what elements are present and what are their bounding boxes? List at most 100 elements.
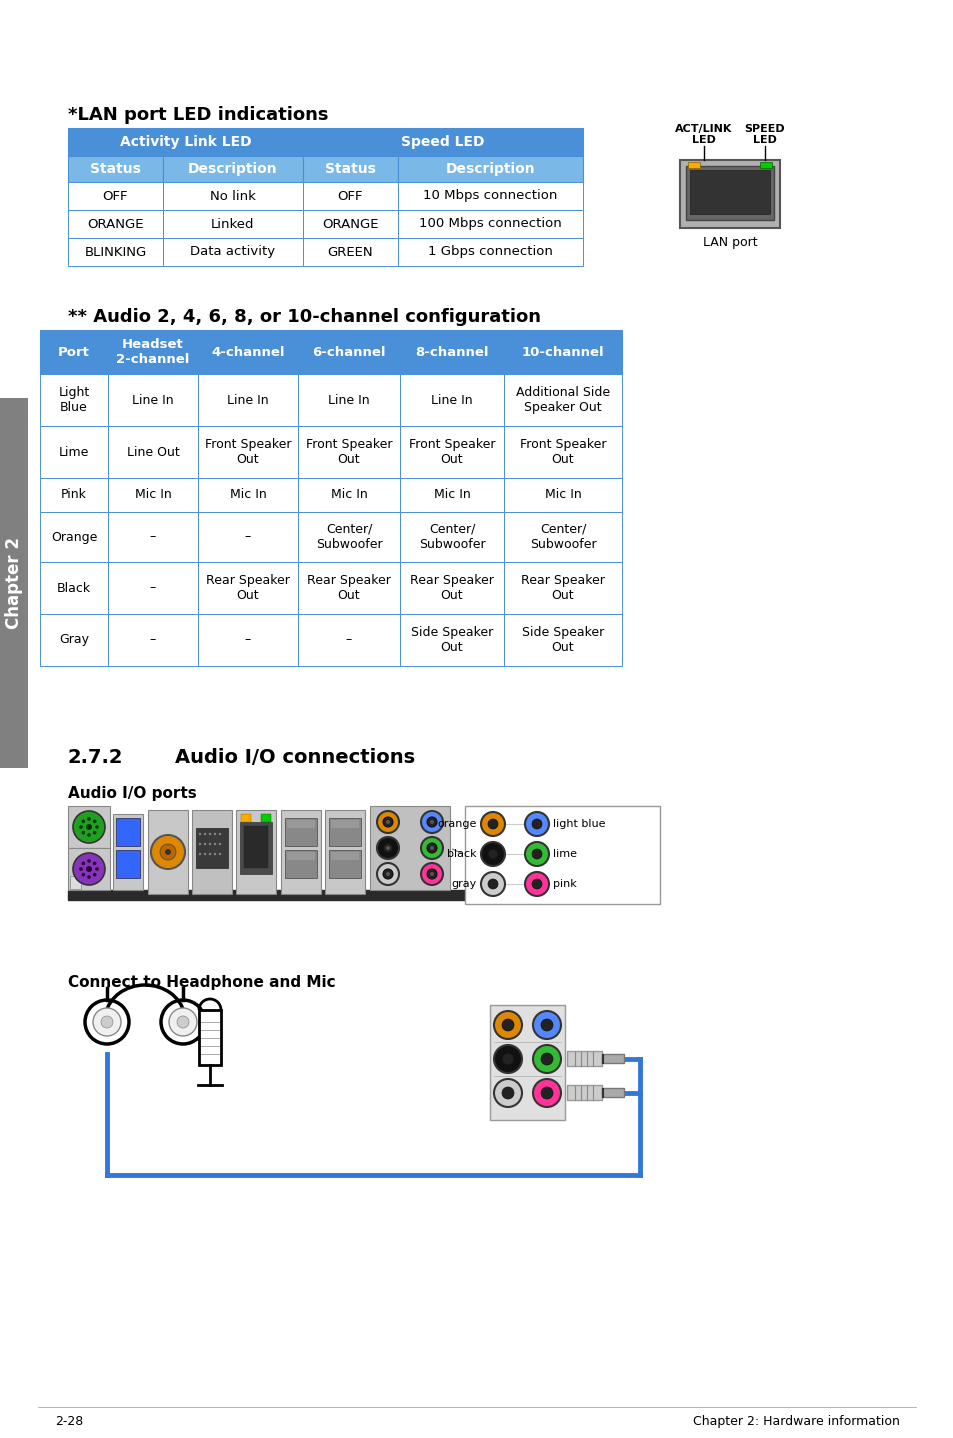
Circle shape: [213, 833, 216, 835]
Bar: [287, 820, 314, 828]
Circle shape: [86, 824, 91, 830]
Bar: [397, 155, 582, 183]
Text: Audio I/O connections: Audio I/O connections: [174, 748, 415, 766]
Bar: [108, 329, 198, 374]
Circle shape: [151, 835, 185, 869]
Bar: [40, 614, 108, 666]
Circle shape: [501, 1020, 514, 1031]
Bar: [68, 128, 303, 155]
Bar: [399, 614, 503, 666]
Text: ORANGE: ORANGE: [322, 217, 378, 230]
Text: Black: Black: [57, 581, 91, 594]
Bar: [399, 426, 503, 477]
Bar: [198, 426, 297, 477]
Bar: [40, 562, 108, 614]
Text: LED: LED: [752, 135, 776, 145]
Text: ** Audio 2, 4, 6, 8, or 10-channel configuration: ** Audio 2, 4, 6, 8, or 10-channel confi…: [68, 308, 540, 326]
Text: Data activity: Data activity: [191, 246, 275, 259]
Circle shape: [494, 1078, 521, 1107]
Text: Rear Speaker
Out: Rear Speaker Out: [410, 574, 494, 603]
Bar: [241, 814, 251, 823]
Bar: [297, 477, 399, 512]
Text: Headset
2-channel: Headset 2-channel: [116, 338, 190, 367]
Bar: [112, 814, 143, 890]
Bar: [503, 477, 621, 512]
Bar: [68, 210, 163, 239]
Circle shape: [87, 876, 91, 879]
Bar: [108, 512, 198, 562]
Circle shape: [480, 871, 504, 896]
Bar: [116, 818, 140, 846]
Circle shape: [540, 1087, 553, 1099]
Circle shape: [430, 846, 434, 850]
Text: Audio I/O ports: Audio I/O ports: [68, 787, 196, 801]
Text: 6-channel: 6-channel: [312, 345, 385, 358]
Text: 100 Mbps connection: 100 Mbps connection: [418, 217, 561, 230]
Text: Chapter 2: Chapter 2: [5, 536, 23, 628]
Text: Speed LED: Speed LED: [401, 135, 484, 150]
Text: Center/
Subwoofer: Center/ Subwoofer: [529, 523, 596, 551]
Text: GREEN: GREEN: [327, 246, 373, 259]
Circle shape: [524, 871, 548, 896]
Circle shape: [81, 820, 85, 823]
Circle shape: [218, 833, 221, 835]
Text: black: black: [447, 848, 476, 858]
Circle shape: [533, 1045, 560, 1073]
Circle shape: [73, 853, 105, 884]
Bar: [503, 426, 621, 477]
Circle shape: [494, 1045, 521, 1073]
Bar: [399, 374, 503, 426]
Text: Line In: Line In: [431, 394, 473, 407]
Text: Side Speaker
Out: Side Speaker Out: [521, 626, 603, 654]
Bar: [503, 614, 621, 666]
Text: Linked: Linked: [211, 217, 254, 230]
Circle shape: [533, 1078, 560, 1107]
Bar: [399, 329, 503, 374]
Bar: [397, 239, 582, 266]
Bar: [601, 1054, 623, 1063]
Circle shape: [532, 848, 541, 858]
Text: –: –: [346, 634, 352, 647]
Text: Center/
Subwoofer: Center/ Subwoofer: [418, 523, 485, 551]
Circle shape: [494, 1011, 521, 1040]
Bar: [68, 155, 163, 183]
Bar: [503, 374, 621, 426]
Bar: [0, 398, 28, 768]
Text: Mic In: Mic In: [434, 489, 470, 502]
Circle shape: [532, 879, 541, 889]
Text: Chapter 2: Hardware information: Chapter 2: Hardware information: [693, 1415, 899, 1428]
Circle shape: [480, 812, 504, 835]
Text: Activity Link LED: Activity Link LED: [119, 135, 251, 150]
Text: –: –: [150, 634, 156, 647]
Text: Pink: Pink: [61, 489, 87, 502]
Text: Description: Description: [188, 162, 277, 175]
Bar: [198, 562, 297, 614]
Circle shape: [213, 843, 216, 846]
Circle shape: [204, 853, 206, 856]
Circle shape: [540, 1053, 553, 1066]
Bar: [148, 810, 188, 894]
Text: BLINKING: BLINKING: [84, 246, 147, 259]
Bar: [331, 851, 358, 860]
Text: LED: LED: [691, 135, 715, 145]
Text: ACT/LINK: ACT/LINK: [675, 124, 732, 134]
Circle shape: [87, 858, 91, 863]
Circle shape: [209, 833, 211, 835]
Circle shape: [177, 1017, 189, 1028]
Bar: [399, 477, 503, 512]
Bar: [163, 239, 303, 266]
Bar: [601, 1089, 623, 1097]
Circle shape: [204, 833, 206, 835]
Text: –: –: [150, 581, 156, 594]
Circle shape: [386, 846, 390, 850]
Text: 2.7.2: 2.7.2: [68, 748, 123, 766]
Circle shape: [81, 831, 85, 834]
Circle shape: [73, 811, 105, 843]
Text: Gray: Gray: [59, 634, 89, 647]
Circle shape: [86, 866, 91, 871]
Text: Status: Status: [90, 162, 141, 175]
Bar: [297, 426, 399, 477]
Bar: [464, 807, 659, 905]
Text: Mic In: Mic In: [134, 489, 172, 502]
Text: OFF: OFF: [337, 190, 363, 203]
